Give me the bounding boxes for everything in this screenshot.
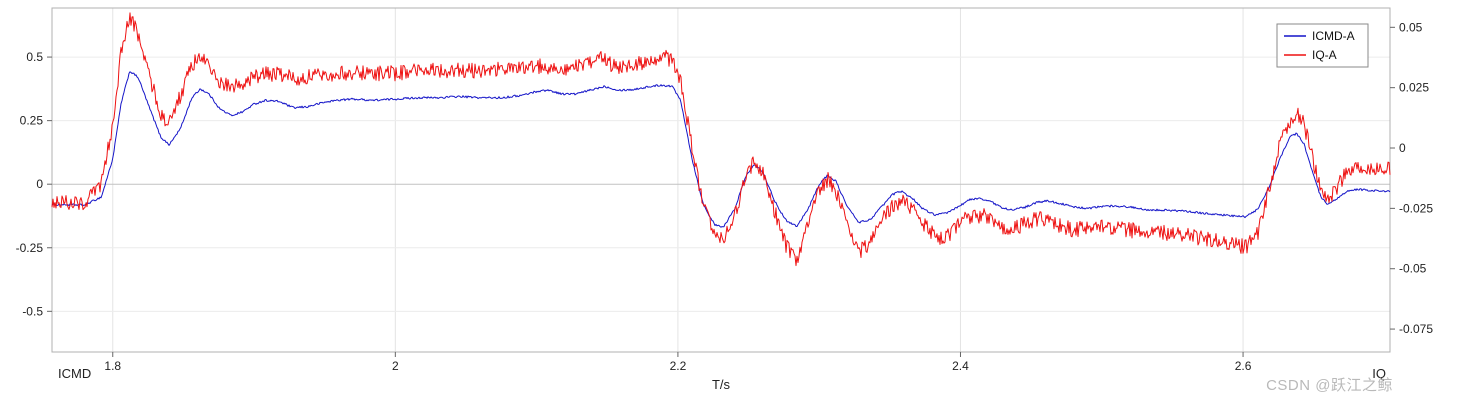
x-axis-title: T/s [712,377,731,392]
right-tick-label: 0.025 [1399,81,1429,95]
plot-frame [51,7,1391,353]
right-axis-title: IQ [1372,366,1386,381]
left-axis-title: ICMD [58,366,91,381]
right-tick-label: -0.025 [1399,201,1433,215]
right-tick-label: -0.075 [1399,322,1433,336]
left-tick-label: 0.5 [26,50,43,64]
series-line-iq-a [51,12,1391,267]
left-tick-label: 0 [36,177,43,191]
right-tick-label: -0.05 [1399,262,1427,276]
x-tick-label: 1.8 [104,359,121,373]
left-tick-label: -0.5 [22,304,43,318]
legend-label-iq-a: IQ-A [1312,48,1337,62]
left-tick-label: -0.25 [16,241,44,255]
left-tick-label: 0.25 [20,114,44,128]
right-tick-label: 0.05 [1399,20,1423,34]
x-tick-label: 2.2 [670,359,687,373]
x-tick-label: 2.4 [952,359,969,373]
legend-box [1276,23,1369,68]
legend-label-icmd-a: ICMD-A [1312,29,1355,43]
series-line-icmd-a [51,71,1391,228]
x-tick-label: 2.6 [1235,359,1252,373]
right-tick-label: 0 [1399,141,1406,155]
x-tick-label: 2 [392,359,399,373]
